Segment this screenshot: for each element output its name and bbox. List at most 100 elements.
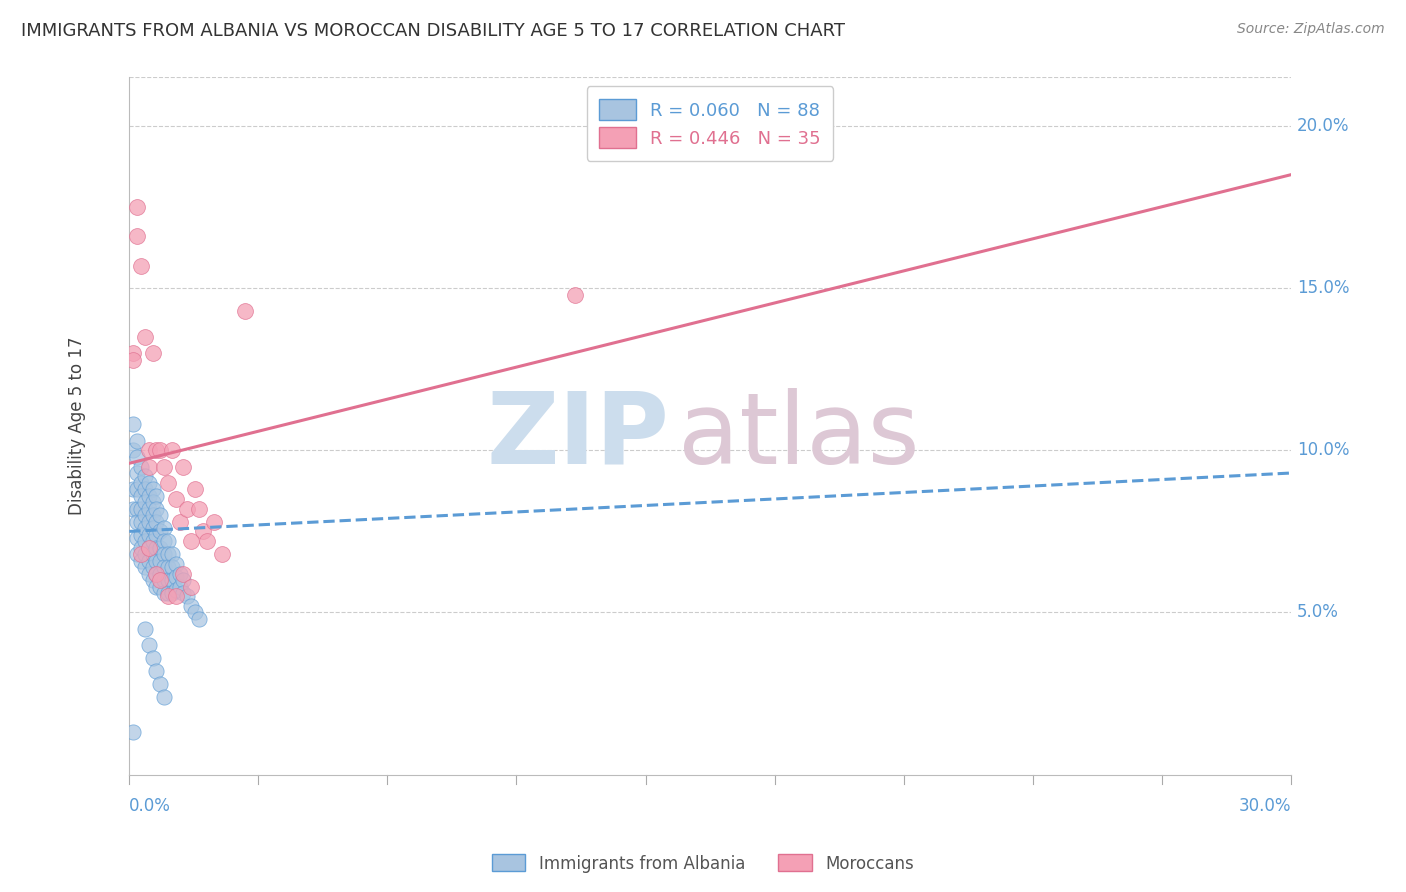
Point: [176, 589, 198, 603]
Point: [122, 443, 145, 458]
Point: [160, 560, 183, 574]
Point: [156, 560, 179, 574]
Point: [153, 459, 176, 474]
Point: [145, 664, 167, 678]
Point: [141, 495, 163, 509]
Point: [125, 200, 148, 214]
Point: [172, 459, 194, 474]
Point: [149, 677, 172, 691]
Point: [134, 521, 156, 535]
Point: [172, 573, 194, 587]
Point: [125, 501, 148, 516]
Legend: Immigrants from Albania, Moroccans: Immigrants from Albania, Moroccans: [485, 847, 921, 880]
Point: [141, 547, 163, 561]
Text: IMMIGRANTS FROM ALBANIA VS MOROCCAN DISABILITY AGE 5 TO 17 CORRELATION CHART: IMMIGRANTS FROM ALBANIA VS MOROCCAN DISA…: [21, 22, 845, 40]
Point: [122, 725, 145, 739]
Point: [165, 589, 187, 603]
Point: [138, 501, 160, 516]
Point: [153, 534, 176, 549]
Point: [169, 566, 191, 581]
Point: [211, 547, 233, 561]
Point: [138, 541, 160, 555]
Point: [134, 547, 156, 561]
Point: [138, 459, 160, 474]
Point: [156, 475, 179, 490]
Point: [145, 541, 167, 555]
Point: [138, 475, 160, 490]
Point: [125, 466, 148, 480]
Point: [149, 541, 172, 555]
Point: [153, 521, 176, 535]
Point: [138, 443, 160, 458]
Point: [141, 521, 163, 535]
Point: [125, 547, 148, 561]
Text: atlas: atlas: [678, 388, 920, 485]
Point: [235, 304, 257, 318]
Point: [156, 534, 179, 549]
Point: [125, 229, 148, 244]
Point: [134, 469, 156, 483]
Point: [160, 586, 183, 600]
Text: 10.0%: 10.0%: [1296, 442, 1350, 459]
Point: [141, 560, 163, 574]
Point: [138, 527, 160, 541]
Point: [153, 547, 176, 561]
Point: [141, 534, 163, 549]
Point: [184, 482, 207, 496]
Point: [156, 573, 179, 587]
Point: [122, 501, 145, 516]
Point: [180, 580, 202, 594]
Point: [149, 573, 172, 587]
Point: [149, 580, 172, 594]
Point: [138, 489, 160, 503]
Point: [169, 580, 191, 594]
Point: [134, 508, 156, 523]
Point: [204, 515, 226, 529]
Point: [138, 515, 160, 529]
Point: [138, 541, 160, 555]
Point: [188, 612, 211, 626]
Point: [138, 553, 160, 567]
Point: [180, 599, 202, 613]
Point: [172, 566, 194, 581]
Point: [138, 566, 160, 581]
Point: [129, 553, 152, 567]
Point: [134, 534, 156, 549]
Point: [153, 560, 176, 574]
Point: [125, 482, 148, 496]
Point: [125, 531, 148, 545]
Point: [145, 580, 167, 594]
Point: [141, 482, 163, 496]
Point: [145, 527, 167, 541]
Point: [191, 524, 214, 539]
Point: [149, 566, 172, 581]
Point: [125, 515, 148, 529]
Point: [149, 443, 172, 458]
Point: [122, 352, 145, 367]
Point: [141, 651, 163, 665]
Point: [122, 346, 145, 360]
Point: [122, 417, 145, 432]
Point: [129, 501, 152, 516]
Point: [160, 573, 183, 587]
Point: [145, 553, 167, 567]
Point: [141, 573, 163, 587]
Point: [145, 489, 167, 503]
Point: [129, 515, 152, 529]
Point: [134, 622, 156, 636]
Point: [153, 573, 176, 587]
Point: [141, 346, 163, 360]
Point: [195, 534, 218, 549]
Point: [145, 566, 167, 581]
Point: [125, 450, 148, 464]
Text: ZIP: ZIP: [486, 388, 669, 485]
Point: [153, 586, 176, 600]
Point: [122, 482, 145, 496]
Point: [156, 586, 179, 600]
Point: [129, 475, 152, 490]
Point: [145, 443, 167, 458]
Point: [165, 570, 187, 584]
Point: [149, 524, 172, 539]
Point: [156, 547, 179, 561]
Point: [172, 586, 194, 600]
